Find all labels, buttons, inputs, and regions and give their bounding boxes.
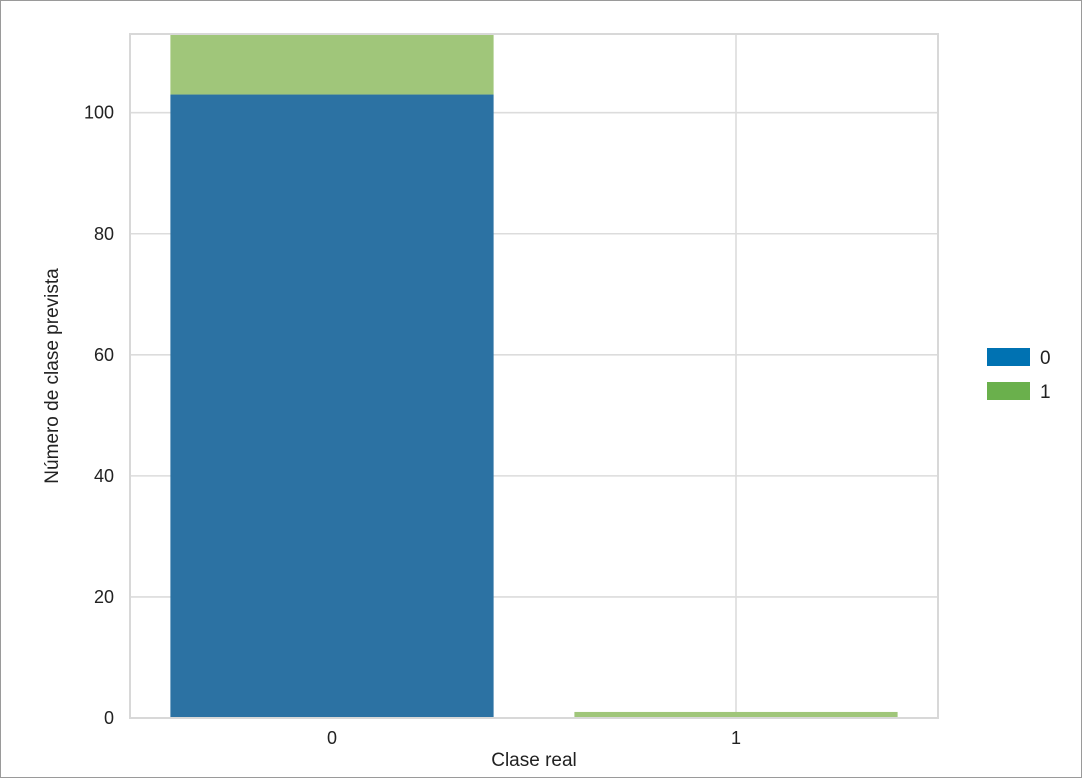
y-tick-label: 60 [94, 345, 114, 365]
y-tick-label: 20 [94, 587, 114, 607]
x-tick-label: 1 [731, 728, 741, 748]
legend-label-0: 0 [1040, 348, 1051, 369]
legend-swatch-0 [987, 348, 1030, 366]
plot-border [129, 33, 939, 719]
bar-cat-0-series-0 [170, 94, 494, 718]
bar-cat-1-series-1 [574, 711, 898, 718]
x-axis-title: Clase real [491, 750, 577, 771]
legend-swatch-1 [987, 382, 1030, 400]
x-tick-label: 0 [327, 728, 337, 748]
legend-label-1: 1 [1040, 382, 1051, 403]
y-tick-label: 100 [84, 103, 114, 123]
y-tick-label: 0 [104, 708, 114, 728]
y-tick-label: 80 [94, 224, 114, 244]
y-axis-ticks: 0 20 40 60 80 100 [84, 103, 114, 728]
bar-cat-0-series-1 [170, 34, 494, 95]
y-axis-title: Número de clase prevista [42, 268, 63, 484]
legend: 01 [987, 348, 1051, 403]
y-tick-label: 40 [94, 466, 114, 486]
bars [170, 34, 898, 718]
